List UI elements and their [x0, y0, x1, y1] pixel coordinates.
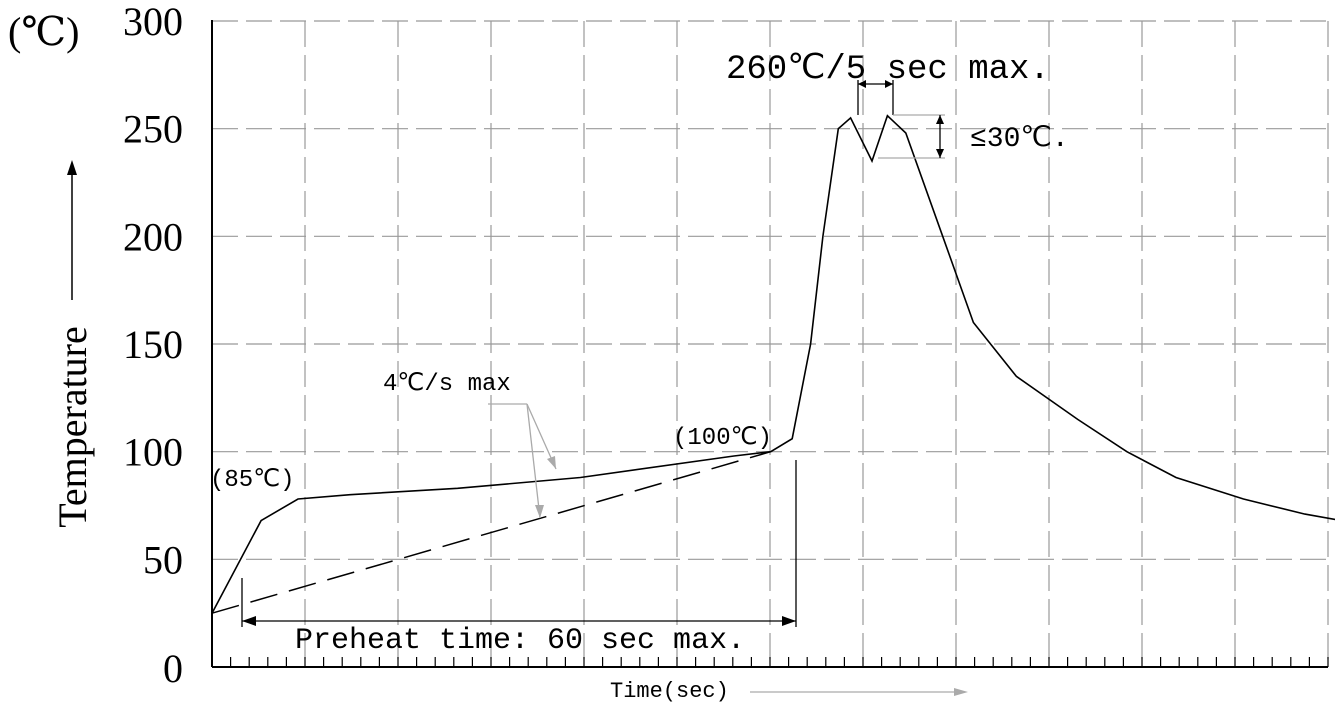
start-temp-label: (85℃) — [210, 467, 295, 494]
preheat-annotation: Preheat time: 60 sec max. — [295, 624, 745, 658]
ramp-leader-1-head — [547, 456, 556, 469]
peak-annotation: 260℃/5 sec max. — [726, 51, 1050, 89]
x-axis-title-arrow-head — [954, 688, 968, 696]
ramp-reference-line — [211, 450, 771, 614]
delta-annotation: ≤30℃. — [970, 124, 1069, 155]
preheat-arrow-left — [242, 616, 256, 626]
ramp-leader-2 — [526, 403, 541, 519]
ramp-annotation: 4℃/s max — [383, 371, 511, 398]
reflow-profile-curve — [211, 114, 1335, 614]
y-axis-title-arrow-head — [67, 160, 77, 175]
preheat-end-temp-label: (100℃) — [673, 425, 772, 452]
y-tick-label: 300 — [123, 0, 183, 44]
y-tick-label: 50 — [143, 537, 183, 582]
y-tick-label: 150 — [123, 322, 183, 367]
y-unit-label: (℃) — [8, 9, 79, 54]
peak-window-arrow-left — [858, 80, 866, 88]
ramp-leader-2-head — [535, 505, 544, 518]
delta-arrow-top — [936, 115, 944, 124]
y-tick-label: 100 — [123, 430, 183, 475]
y-tick-label: 250 — [123, 107, 183, 152]
preheat-arrow-right — [782, 616, 796, 626]
x-axis-title: Time(sec) — [610, 679, 729, 704]
y-tick-label: 200 — [123, 214, 183, 259]
delta-arrow-bottom — [936, 149, 944, 158]
y-tick-label: 0 — [163, 646, 183, 691]
y-axis-title: Temperature — [50, 326, 95, 528]
peak-window-arrow-right — [885, 80, 893, 88]
